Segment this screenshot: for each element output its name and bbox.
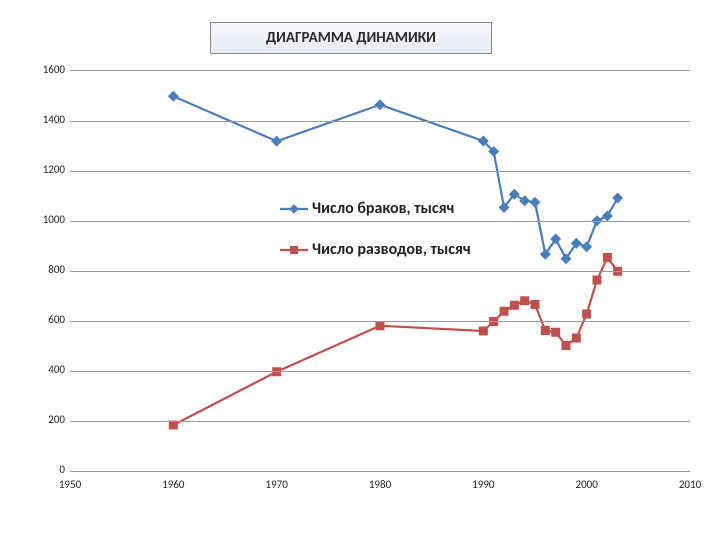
series-marker-divorces <box>562 342 570 350</box>
y-tick-label: 200 <box>25 413 65 426</box>
series-marker-divorces <box>521 297 529 305</box>
series-marker-divorces <box>583 310 591 318</box>
x-tick-label: 2000 <box>576 478 598 491</box>
legend-label: Число разводов, тысяч <box>312 240 471 259</box>
series-marker-divorces <box>531 301 539 309</box>
legend: Число браков, тысяч Число разводов, тысяч <box>280 199 471 281</box>
x-tick-label: 1950 <box>59 478 81 491</box>
y-tick-label: 1000 <box>25 213 65 226</box>
y-tick-label: 0 <box>25 463 65 476</box>
y-tick-label: 600 <box>25 313 65 326</box>
legend-swatch <box>280 202 308 216</box>
series-marker-divorces <box>603 254 611 262</box>
series-marker-divorces <box>479 327 487 335</box>
gridline <box>70 171 690 172</box>
series-marker-divorces <box>572 334 580 342</box>
gridline <box>70 121 690 122</box>
series-marker-divorces <box>552 328 560 336</box>
series-marker-divorces <box>376 322 384 330</box>
series-marker-marriages <box>272 136 282 146</box>
gridline <box>70 421 690 422</box>
x-tick-label: 1980 <box>369 478 391 491</box>
x-tick-label: 1970 <box>266 478 288 491</box>
series-marker-marriages <box>613 193 623 203</box>
legend-swatch <box>280 243 308 257</box>
series-marker-divorces <box>500 307 508 315</box>
chart-title: ДИАГРАММА ДИНАМИКИ <box>210 22 492 54</box>
series-marker-divorces <box>169 421 177 429</box>
series-marker-divorces <box>510 301 518 309</box>
gridline <box>70 371 690 372</box>
x-tick-label: 2010 <box>679 478 701 491</box>
y-tick-label: 800 <box>25 263 65 276</box>
series-marker-marriages <box>169 91 179 101</box>
series-marker-marriages <box>530 197 540 207</box>
y-tick-label: 1400 <box>25 113 65 126</box>
y-tick-label: 1600 <box>25 63 65 76</box>
chart-container: Число браков, тысяч Число разводов, тысяч… <box>0 60 720 530</box>
legend-item-divorces: Число разводов, тысяч <box>280 240 471 259</box>
gridline <box>70 271 690 272</box>
x-tick-label: 1960 <box>162 478 184 491</box>
series-line-divorces <box>173 258 617 426</box>
series-marker-marriages <box>603 211 613 221</box>
series-marker-marriages <box>582 242 592 252</box>
gridline <box>70 471 690 472</box>
plot-area: Число браков, тысяч Число разводов, тысяч <box>70 70 690 471</box>
y-tick-label: 400 <box>25 363 65 376</box>
gridline <box>70 321 690 322</box>
legend-item-marriages: Число браков, тысяч <box>280 199 471 218</box>
legend-label: Число браков, тысяч <box>312 199 454 218</box>
x-tick-label: 1990 <box>472 478 494 491</box>
y-tick-label: 1200 <box>25 163 65 176</box>
series-marker-divorces <box>541 327 549 335</box>
series-marker-divorces <box>593 276 601 284</box>
gridline <box>70 221 690 222</box>
series-marker-marriages <box>375 100 385 110</box>
